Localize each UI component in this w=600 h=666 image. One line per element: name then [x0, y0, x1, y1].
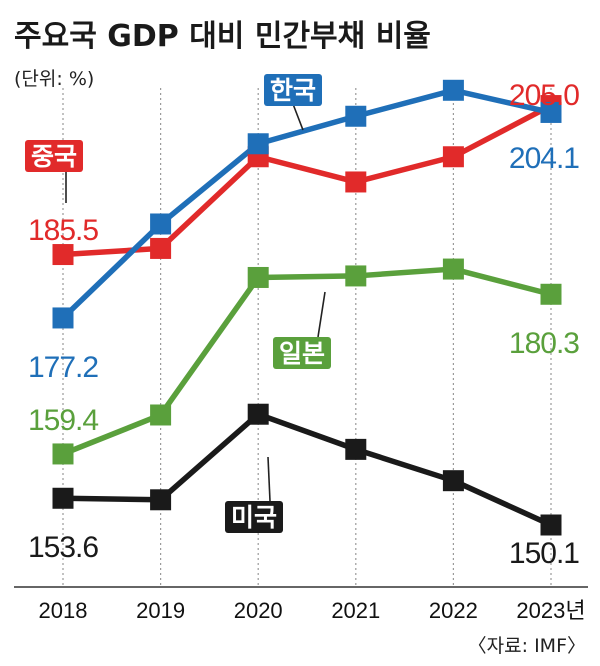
x-tick-4: 2022	[429, 598, 478, 623]
marker-2-0	[52, 443, 74, 465]
series-line-0	[61, 87, 552, 320]
series-markers	[52, 79, 562, 536]
series-tag-box-2	[273, 337, 331, 369]
series-tag-2: 일본	[279, 339, 325, 368]
x-tick-5: 2023년	[516, 598, 585, 623]
tag-leader-3	[267, 456, 271, 502]
series-lines	[61, 87, 553, 528]
marker-1-1	[150, 237, 172, 259]
series-line-1	[62, 103, 553, 258]
tag-leader-2	[317, 291, 326, 338]
marker-0-2	[247, 133, 269, 155]
marker-3-0	[52, 487, 74, 509]
series-tag-box-1	[25, 140, 83, 172]
marker-3-2	[247, 403, 269, 425]
series-line-3	[62, 411, 553, 528]
value-labels: 185.5 177.2 159.4 153.6 205.0 204.1 180.3 150.1	[28, 79, 580, 570]
series-tag-0: 한국	[270, 76, 316, 105]
marker-0-1	[150, 213, 172, 235]
value-label-3: 153.6	[28, 531, 98, 564]
marker-1-4	[442, 146, 464, 168]
series-tag-1: 중국	[31, 142, 77, 171]
value-label-2: 159.4	[28, 404, 98, 437]
x-tick-0: 2018	[39, 598, 88, 623]
x-tick-labels: 2018 2019 2020 2021 2022 2023년	[39, 598, 586, 623]
marker-3-3	[345, 438, 367, 460]
series-tag-3: 미국	[231, 503, 277, 532]
marker-0-5	[540, 101, 562, 123]
chart-title: 주요국 GDP 대비 민간부채 비율	[14, 19, 431, 54]
marker-3-4	[442, 470, 464, 492]
marker-1-0	[52, 244, 74, 266]
marker-0-0	[52, 307, 74, 329]
x-tick-3: 2021	[331, 598, 380, 623]
value-label-0: 185.5	[28, 214, 98, 247]
marker-2-5	[540, 283, 562, 305]
marker-0-3	[345, 105, 367, 127]
marker-3-1	[150, 489, 172, 511]
marker-0-4	[442, 79, 464, 101]
marker-3-5	[540, 514, 562, 536]
unit-label: (단위: %)	[14, 68, 94, 90]
tag-leader-0	[292, 103, 304, 131]
x-tick-2: 2020	[234, 598, 283, 623]
series-line-2	[61, 266, 552, 457]
x-tick-1: 2019	[136, 598, 185, 623]
value-label-4: 205.0	[509, 79, 579, 112]
marker-1-3	[345, 171, 367, 193]
marker-2-3	[345, 265, 367, 287]
source-label: 〈자료: IMF〉	[468, 635, 586, 657]
value-label-1: 177.2	[28, 351, 98, 384]
value-label-7: 150.1	[509, 537, 579, 570]
value-label-6: 180.3	[509, 327, 579, 360]
value-label-5: 204.1	[509, 142, 579, 175]
marker-2-2	[247, 266, 269, 288]
series-tag-box-3	[225, 501, 283, 533]
series-tag-box-0	[264, 74, 322, 106]
marker-2-1	[150, 404, 172, 426]
marker-2-4	[442, 258, 464, 280]
